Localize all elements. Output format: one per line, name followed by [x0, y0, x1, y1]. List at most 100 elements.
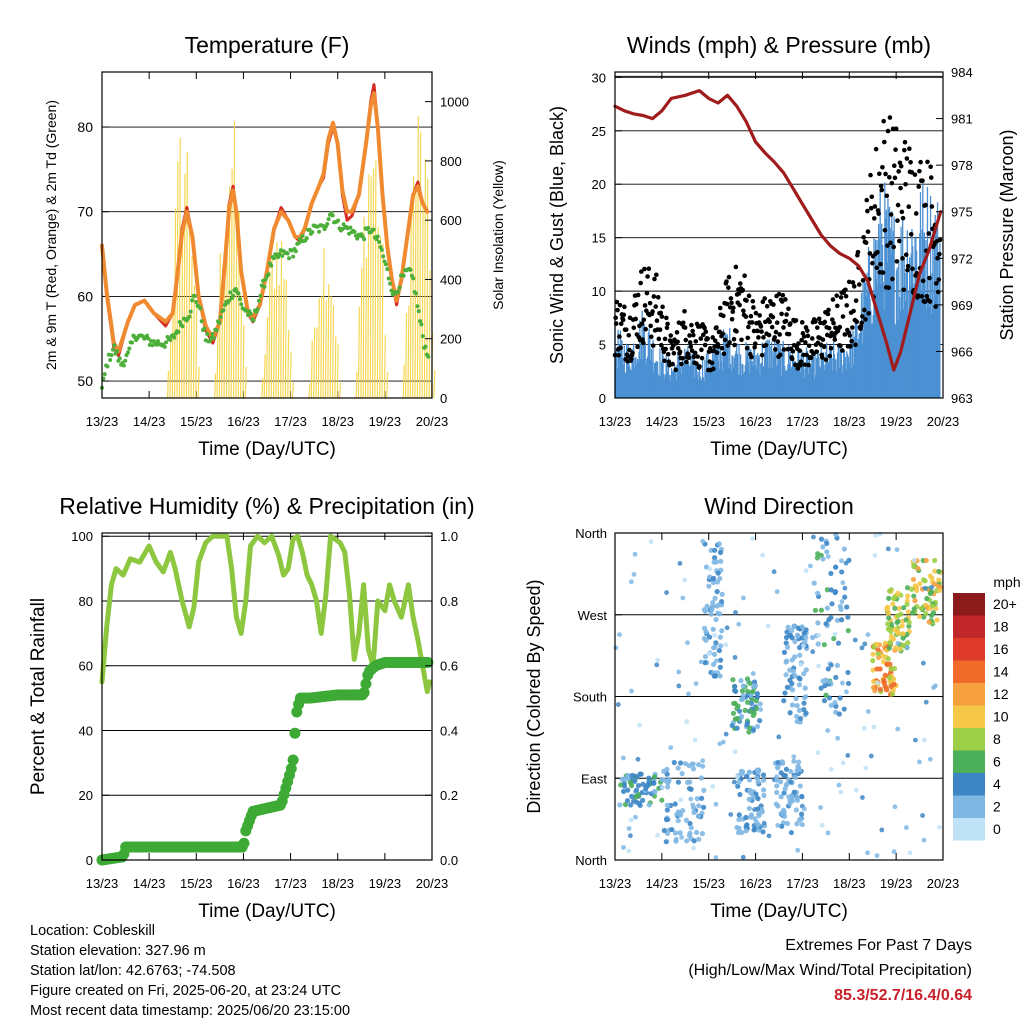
direction-point [663, 816, 670, 823]
dewpoint-point [277, 251, 282, 256]
direction-point [794, 767, 800, 774]
precip-point [238, 837, 250, 849]
gust-point [758, 324, 764, 329]
direction-point [824, 587, 830, 593]
gust-point [790, 349, 796, 354]
plot-frame [101, 532, 433, 861]
gust-point [771, 302, 776, 307]
direction-point [635, 756, 641, 762]
solar-spike [334, 336, 337, 399]
dewpoint-point [371, 227, 376, 232]
gust-point [908, 231, 914, 237]
gust-point [778, 352, 783, 358]
dewpoint-point [285, 251, 290, 256]
direction-point [632, 773, 638, 779]
gust-point [916, 184, 922, 189]
dewpoint-point [388, 281, 393, 286]
dewpoint-point [236, 291, 241, 296]
gust-point [788, 321, 793, 326]
plot-frame [101, 71, 433, 399]
direction-point [774, 789, 780, 796]
dewpoint-point [269, 263, 274, 268]
solar-spike [407, 305, 410, 399]
dewpoint-point [423, 344, 428, 349]
direction-point [924, 595, 930, 602]
x-tick-label: 19/23 [880, 414, 913, 429]
y2-tick-label: 972 [951, 251, 973, 266]
direction-point [795, 633, 801, 639]
direction-point [895, 640, 901, 646]
direction-point [897, 646, 903, 652]
gust-point [897, 238, 902, 244]
direction-point [895, 726, 901, 732]
gust-point [795, 366, 801, 371]
gust-point [656, 336, 662, 342]
direction-point [779, 823, 785, 829]
gust-point [847, 333, 853, 338]
solar-spike [315, 327, 318, 399]
direction-point [733, 610, 738, 615]
direction-point [868, 753, 874, 759]
direction-point [825, 666, 831, 672]
gust-point [746, 324, 751, 330]
y-tick-label: 80 [79, 594, 93, 609]
direction-point [690, 761, 696, 767]
colorbar-label: 6 [993, 754, 1001, 770]
gust-point [635, 292, 641, 298]
gust-point [866, 311, 871, 316]
solar-spike [216, 325, 219, 399]
dewpoint-point [218, 314, 223, 319]
direction-point [638, 771, 644, 777]
gust-point [620, 317, 626, 323]
gust-point [893, 147, 898, 152]
direction-point [700, 758, 706, 764]
direction-point [713, 640, 719, 646]
gust-point [806, 362, 811, 368]
x-axis-label: Time (Day/UTC) [198, 439, 336, 460]
direction-point [757, 701, 763, 707]
gust-point [729, 300, 734, 306]
x-tick-label: 19/23 [880, 876, 913, 891]
direction-point [738, 768, 744, 774]
direction-point [888, 666, 894, 672]
direction-point [752, 683, 757, 689]
solar-spike [355, 371, 358, 399]
gust-point [854, 319, 860, 324]
direction-point [775, 823, 781, 828]
direction-point [717, 634, 723, 640]
x-tick-label: 16/23 [739, 414, 772, 429]
gust-point [680, 355, 685, 361]
gust-point [722, 337, 728, 343]
direction-point [792, 673, 798, 679]
gust-point [728, 296, 734, 301]
gust-point [769, 324, 775, 330]
direction-point [877, 686, 883, 693]
direction-point [711, 673, 717, 679]
direction-point [818, 805, 823, 810]
direction-point [732, 687, 738, 693]
gust-point [654, 272, 659, 278]
direction-point [771, 569, 777, 575]
gust-point [900, 256, 905, 261]
direction-point [678, 797, 684, 803]
direction-point [891, 676, 897, 682]
direction-point [756, 812, 762, 819]
gust-point [714, 350, 720, 355]
colorbar-swatch [953, 818, 985, 841]
direction-point [746, 805, 752, 812]
direction-point [694, 796, 700, 802]
direction-point [890, 636, 897, 642]
direction-point [826, 695, 833, 701]
gust-point [674, 330, 680, 335]
solar-spike [416, 115, 419, 399]
x-tick-label: 14/23 [133, 876, 166, 891]
direction-point [665, 780, 671, 786]
direction-point [781, 790, 787, 796]
direction-point [904, 585, 911, 591]
gust-point [698, 336, 704, 341]
direction-point [743, 828, 749, 834]
temp-9m-line [100, 91, 430, 354]
gust-point [759, 329, 764, 334]
solar-spike [357, 306, 360, 399]
chart-title: Wind Direction [704, 493, 854, 519]
